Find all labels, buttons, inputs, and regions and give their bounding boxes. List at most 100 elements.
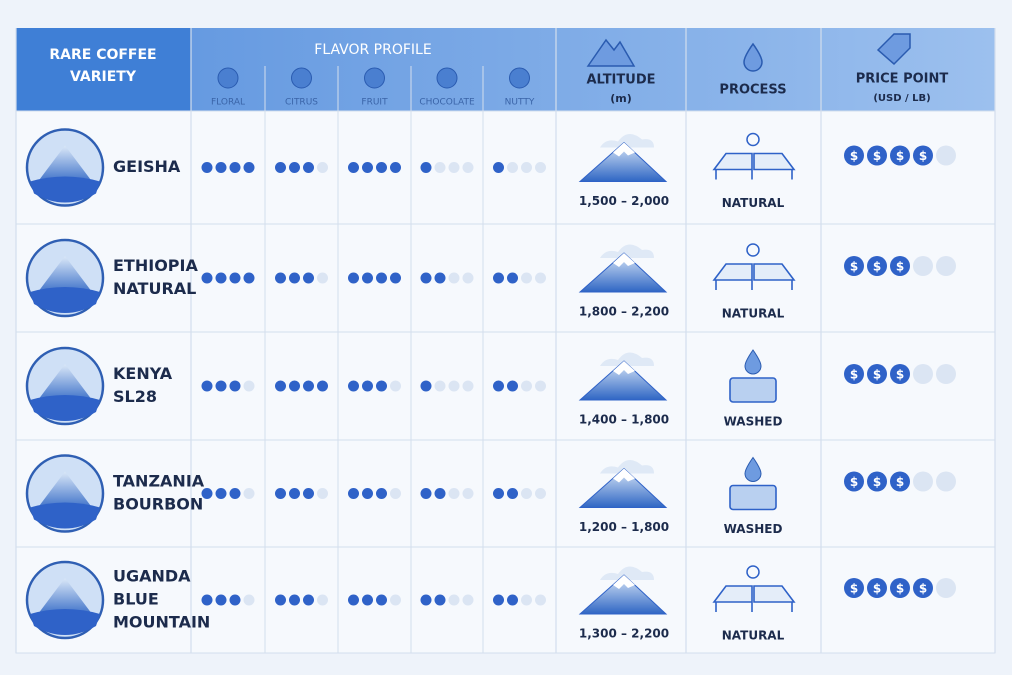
rating-dot	[390, 272, 401, 284]
altitude-mountain	[578, 141, 668, 182]
process-name: NATURAL	[722, 307, 785, 321]
header-label: (m)	[610, 92, 632, 105]
rating-dot	[535, 488, 546, 499]
rating-dot	[420, 594, 432, 606]
rating-dot	[289, 272, 300, 284]
rating-dot	[462, 488, 474, 499]
rating-dot	[420, 380, 432, 392]
row-bg	[15, 546, 996, 654]
rating-dot	[215, 272, 227, 284]
rating-dot	[434, 594, 446, 606]
rating-dot	[275, 380, 286, 392]
price-dot	[867, 578, 887, 598]
flavor-rating	[275, 162, 328, 173]
rating-dot	[535, 272, 546, 284]
price-dot	[890, 471, 910, 492]
variety-header-bg	[16, 28, 191, 111]
altitude-range: 1,400 – 1,800	[579, 413, 669, 427]
rating-dot	[376, 594, 387, 606]
rating-dot	[275, 162, 286, 173]
rating-dot	[507, 272, 518, 284]
price-dot	[913, 364, 933, 384]
process-name: WASHED	[724, 415, 783, 429]
header-label: PROCESS	[719, 83, 786, 98]
rating-dot	[201, 488, 213, 499]
currency-symbol: $	[896, 582, 904, 596]
rating-dot	[448, 272, 460, 284]
rating-dot	[362, 272, 373, 284]
price-dot	[913, 145, 933, 166]
water-drop	[744, 349, 762, 375]
currency-symbol: $	[873, 368, 881, 382]
flavor-rating	[201, 272, 255, 284]
flavor-icon	[217, 67, 239, 89]
row-bg	[15, 331, 996, 441]
rating-dot	[201, 162, 213, 173]
altitude-range: 1,800 – 2,200	[579, 305, 669, 319]
altitude-mountain	[578, 467, 668, 508]
variety-ground	[30, 502, 100, 529]
rating-dot	[229, 162, 241, 173]
rating-dot	[390, 488, 401, 499]
price-dot	[890, 364, 910, 384]
rating-dot	[462, 162, 474, 173]
price-rating: $ $ $	[844, 471, 956, 492]
water-drop	[744, 456, 762, 482]
variety-name: SL28	[113, 387, 157, 406]
flavor-rating	[348, 594, 401, 606]
header-label: (USD / LB)	[873, 93, 930, 104]
price-dot	[844, 364, 864, 384]
flavor-rating	[275, 272, 328, 284]
rating-dot	[275, 272, 286, 284]
rating-dot	[348, 162, 359, 173]
rating-dot	[303, 594, 314, 606]
rating-dot	[317, 594, 328, 606]
rating-dot	[229, 272, 241, 284]
rating-dot	[448, 162, 460, 173]
currency-symbol: $	[873, 475, 881, 489]
price-dot	[867, 471, 887, 492]
rating-dot	[362, 380, 373, 392]
rating-dot	[229, 380, 241, 392]
flavor-rating	[275, 488, 328, 499]
altitude-icon	[586, 38, 636, 67]
variety-name: NATURAL	[113, 279, 196, 298]
process-name: NATURAL	[722, 629, 785, 643]
rating-dot	[362, 162, 373, 173]
flavor-rating	[420, 488, 474, 499]
flavor-icon	[364, 67, 385, 89]
rating-dot	[348, 380, 359, 392]
flavor-rating	[420, 162, 474, 173]
rating-dot	[289, 594, 300, 606]
rating-dot	[535, 380, 546, 392]
rating-dot	[390, 380, 401, 392]
rating-dot	[362, 594, 373, 606]
wash-tank	[729, 484, 777, 511]
header-label: PRICE POINT	[856, 72, 949, 87]
rating-dot	[275, 594, 286, 606]
sun	[746, 132, 760, 147]
currency-symbol: $	[850, 260, 858, 274]
process-name: WASHED	[724, 522, 783, 536]
drying-beds	[712, 263, 796, 290]
rating-dot	[493, 594, 504, 606]
rating-dot	[493, 272, 504, 284]
currency-symbol: $	[850, 368, 858, 382]
price-dot	[867, 364, 887, 384]
currency-symbol: $	[919, 149, 927, 163]
rating-dot	[507, 488, 518, 499]
variety-name: BOURBON	[113, 495, 203, 514]
flavor-rating	[348, 380, 401, 392]
rating-dot	[448, 594, 460, 606]
drying-beds	[712, 152, 796, 180]
wash-tank	[729, 377, 777, 403]
rating-dot	[243, 162, 255, 173]
rating-dot	[390, 594, 401, 606]
rating-dot	[420, 272, 432, 284]
currency-symbol: $	[850, 582, 858, 596]
altitude-cloud	[600, 133, 654, 148]
rating-dot	[521, 594, 532, 606]
price-dot	[844, 578, 864, 598]
